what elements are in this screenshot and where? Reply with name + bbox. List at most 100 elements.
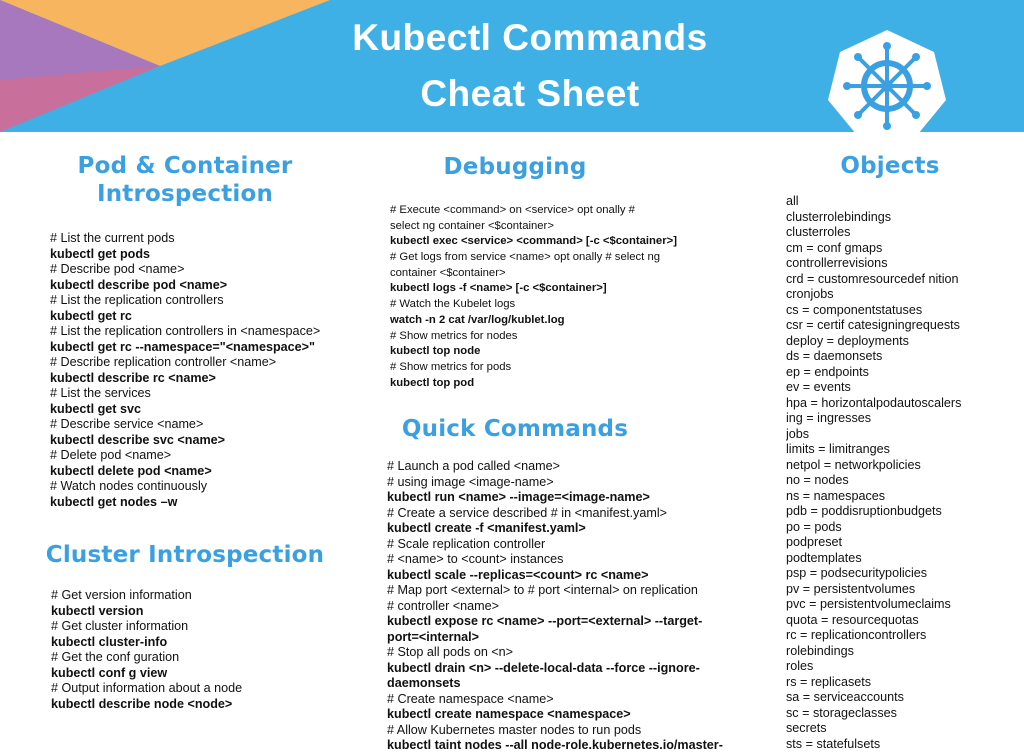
comment-line: # Scale replication controller xyxy=(387,536,546,551)
command-line: kubectl version xyxy=(51,603,144,618)
comment-line: sc = storageclasses xyxy=(786,705,897,720)
comment-line: netpol = networkpolicies xyxy=(786,457,921,472)
comment-line: cronjobs xyxy=(786,287,834,301)
comment-line: quota = resourcequotas xyxy=(786,612,919,627)
header-banner: Kubectl Commands Cheat Sheet xyxy=(0,0,1024,132)
comment-line: ing = ingresses xyxy=(786,411,872,425)
command-line: kubectl describe rc <name> xyxy=(50,370,216,385)
command-line: kubectl describe node <node> xyxy=(51,696,233,711)
comment-line: rs = replicasets xyxy=(786,674,872,689)
comment-line: roles xyxy=(786,659,814,673)
comment-line: podtemplates xyxy=(786,550,862,565)
comment-line: all xyxy=(786,194,799,208)
comment-line: rc = replicationcontrollers xyxy=(786,628,927,642)
command-line: kubectl describe pod <name> xyxy=(50,277,228,292)
comment-line: # Describe service <name> xyxy=(50,417,204,431)
command-line: kubectl drain <n> --delete-local-data --… xyxy=(387,660,700,675)
comment-line: limits = limitranges xyxy=(786,442,890,456)
command-line: kubectl describe svc <name> xyxy=(50,432,226,447)
section-title-cluster: Cluster Introspection xyxy=(45,542,325,568)
command-line: kubectl logs -f <name> [-c <$container>] xyxy=(390,282,607,295)
comment-line: # Stop all pods on <n> xyxy=(387,645,514,659)
command-line: kubectl expose rc <name> --port=<externa… xyxy=(387,614,703,628)
command-line: watch -n 2 cat /var/log/kublet.log xyxy=(390,313,565,326)
comment-line: pv = persistentvolumes xyxy=(786,581,916,596)
debugging-commands-list: # Execute <command> on <service> opt ona… xyxy=(390,203,677,391)
command-line: kubectl run <name> --image=<image-name> xyxy=(387,490,650,504)
command-line: kubectl get pods xyxy=(50,246,151,261)
comment-line: clusterrolebindings xyxy=(786,209,892,224)
command-line: kubectl top pod xyxy=(390,376,475,389)
section-title-line: Pod & Container xyxy=(77,153,293,179)
objects-list: all clusterrolebindings clusterroles cm = c… xyxy=(786,194,961,752)
comment-line: # using image <image-name> xyxy=(387,474,554,489)
command-line: port=<internal> xyxy=(387,629,480,644)
section-title-line: Introspection xyxy=(96,181,274,207)
quick-commands-list: # Launch a pod called <name> # using imag… xyxy=(387,459,723,754)
comment-line: # controller <name> xyxy=(387,598,500,613)
command-line: kubectl top node xyxy=(390,345,481,358)
pod-commands-list: # List the current pods kubectl get pods #… xyxy=(50,231,320,510)
comment-line: # Get version information xyxy=(51,588,192,602)
command-line: kubectl cluster-info xyxy=(51,634,168,649)
comment-line: # List the replication controllers xyxy=(50,293,224,307)
comment-line: # Describe replication controller <name> xyxy=(50,355,277,369)
comment-line: no = nodes xyxy=(786,473,849,487)
comment-line: sa = serviceaccounts xyxy=(786,690,904,704)
comment-line: # Watch nodes continuously xyxy=(50,479,208,493)
comment-line: # List the current pods xyxy=(50,231,175,245)
header-decoration xyxy=(0,0,330,132)
command-line: kubectl get rc --namespace="<namespace>" xyxy=(50,339,315,354)
comment-line: # Describe pod <name> xyxy=(50,262,185,276)
kubernetes-logo-icon xyxy=(828,30,946,132)
section-title-quick-commands: Quick Commands xyxy=(401,416,629,442)
comment-line: sts = statefulsets xyxy=(786,736,881,751)
comment-line: secrets xyxy=(786,721,827,735)
comment-line: # Execute <command> on <service> opt ona… xyxy=(390,204,635,216)
command-line: kubectl get rc xyxy=(50,308,132,323)
comment-line: # Map port <external> to # port <interna… xyxy=(387,583,698,597)
command-line: kubectl scale --replicas=<count> rc <nam… xyxy=(387,567,649,582)
comment-line: controllerrevisions xyxy=(786,256,888,270)
comment-line: pdb = poddisruptionbudgets xyxy=(786,504,942,518)
comment-line: # Show metrics for nodes xyxy=(390,329,518,342)
command-line: kubectl create namespace <namespace> xyxy=(387,707,631,721)
comment-line: po = pods xyxy=(786,519,842,534)
command-line: kubectl conf g view xyxy=(51,665,168,680)
section-title-pod-container: Pod & Container Introspection xyxy=(40,152,330,208)
comment-line: # Create a service described # in <manif… xyxy=(387,505,667,520)
comment-line: # Output information about a node xyxy=(51,681,243,695)
comment-line: cm = conf gmaps xyxy=(786,240,883,255)
section-title-debugging: Debugging xyxy=(443,154,587,180)
page-title-line2: Cheat Sheet xyxy=(420,73,640,114)
comment-line: pvc = persistentvolumeclaims xyxy=(786,597,951,611)
comment-line: # Get cluster information xyxy=(51,619,189,633)
page-title-line1: Kubectl Commands xyxy=(352,17,708,58)
comment-line: select ng container <$container> xyxy=(390,219,554,232)
comment-line: container <$container> xyxy=(390,266,506,279)
cluster-commands-list: # Get version information kubectl version… xyxy=(51,588,242,712)
command-line: kubectl delete pod <name> xyxy=(50,463,212,478)
command-line: kubectl get svc xyxy=(50,401,141,416)
section-title-objects: Objects xyxy=(840,153,940,179)
comment-line: clusterroles xyxy=(786,225,851,239)
comment-line: # Get the conf guration xyxy=(51,650,180,664)
command-line: kubectl create -f <manifest.yaml> xyxy=(387,521,586,535)
comment-line: rolebindings xyxy=(786,643,854,658)
comment-line: hpa = horizontalpodautoscalers xyxy=(786,395,962,410)
comment-line: ev = events xyxy=(786,380,851,394)
comment-line: # Allow Kubernetes master nodes to run p… xyxy=(387,722,642,737)
comment-line: ns = namespaces xyxy=(786,488,886,503)
comment-line: # List the services xyxy=(50,386,151,400)
comment-line: psp = podsecuritypolicies xyxy=(786,566,928,580)
comment-line: csr = certif catesigningrequests xyxy=(786,318,960,332)
comment-line: cs = componentstatuses xyxy=(786,302,923,317)
comment-line: podpreset xyxy=(786,535,843,549)
comment-line: # Watch the Kubelet logs xyxy=(390,298,516,311)
comment-line: # Get logs from service <name> opt onall… xyxy=(390,251,661,264)
comment-line: # Create namespace <name> xyxy=(387,691,554,706)
comment-line: jobs xyxy=(786,426,810,441)
comment-line: ds = daemonsets xyxy=(786,349,883,363)
comment-line: crd = customresourcedef nition xyxy=(786,271,959,286)
comment-line: # Launch a pod called <name> xyxy=(387,459,560,473)
